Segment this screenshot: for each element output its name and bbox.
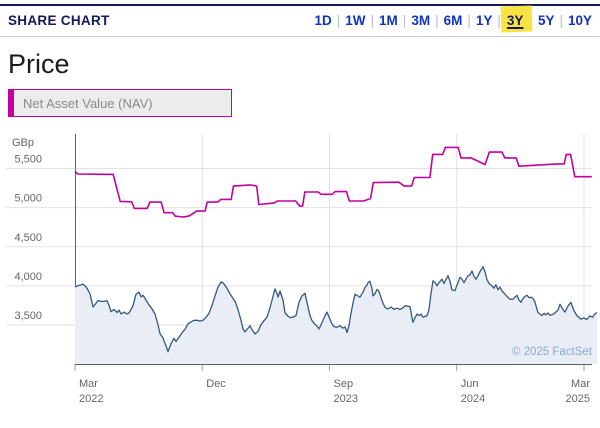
x-axis-tick-label: 2023 [334, 393, 358, 405]
range-separator: | [467, 13, 471, 28]
range-links: 1D | 1W | 1M | 3M | 6M | 1Y | 3Y | 5Y | 10Y [314, 13, 592, 28]
range-link-10y[interactable]: 10Y [567, 13, 592, 28]
y-axis-unit-label: GBp [12, 137, 34, 149]
header-title: SHARE CHART [8, 13, 110, 28]
legend-label: Net Asset Value (NAV) [23, 95, 153, 111]
y-axis-tick-label: 4,000 [14, 271, 42, 283]
y-axis-tick-label: 4,500 [14, 232, 42, 244]
x-axis-tick-label: Mar [571, 378, 590, 390]
range-link-1y[interactable]: 1Y [475, 13, 493, 28]
x-axis-tick-label: Mar [79, 378, 98, 390]
x-axis-tick-label: 2025 [566, 393, 590, 405]
range-separator: | [370, 13, 375, 28]
range-separator: | [402, 13, 407, 28]
y-axis-tick-label: 5,000 [14, 193, 42, 205]
y-axis-tick-label: 5,500 [14, 154, 42, 166]
range-separator: | [497, 13, 501, 28]
page-title: Price [8, 49, 70, 79]
x-axis-tick-label: Jun [461, 378, 479, 390]
price-area [75, 266, 597, 364]
price-line [74, 266, 598, 353]
range-link-6m[interactable]: 6M [443, 13, 463, 28]
y-axis-tick-label: 3,500 [14, 310, 42, 322]
range-link-5y[interactable]: 5Y [537, 13, 555, 28]
range-link-3y[interactable]: 3Y [506, 13, 524, 28]
range-link-1d[interactable]: 1D [314, 13, 332, 28]
range-separator: | [336, 13, 341, 28]
nav-line [74, 146, 592, 218]
price-chart: 3,500 4,000 4,500 5,000 5,500 GBp Mar 2022 Dec Se… [0, 129, 600, 423]
x-axis-tick-label: Dec [206, 378, 226, 390]
chart-svg[interactable]: 3,500 4,000 4,500 5,000 5,500 GBp Mar 2022 Dec Se… [0, 129, 600, 423]
range-separator: | [559, 13, 563, 28]
range-link-1w[interactable]: 1W [345, 13, 366, 28]
range-separator: | [435, 13, 439, 28]
x-axis-tick-label: 2022 [79, 393, 103, 405]
range-link-3m[interactable]: 3M [411, 13, 431, 28]
share-chart-header: SHARE CHART 1D | 1W | 1M | 3M | 6M | 1Y | 3Y | 5Y | 10Y [0, 4, 600, 37]
x-axis-tick-label: 2024 [461, 393, 485, 405]
nav-legend[interactable]: Net Asset Value (NAV) [8, 89, 232, 117]
x-axis-tick-label: Sep [334, 378, 354, 390]
range-link-1m[interactable]: 1M [379, 13, 398, 28]
factset-copyright: © 2025 FactSet [511, 346, 592, 358]
